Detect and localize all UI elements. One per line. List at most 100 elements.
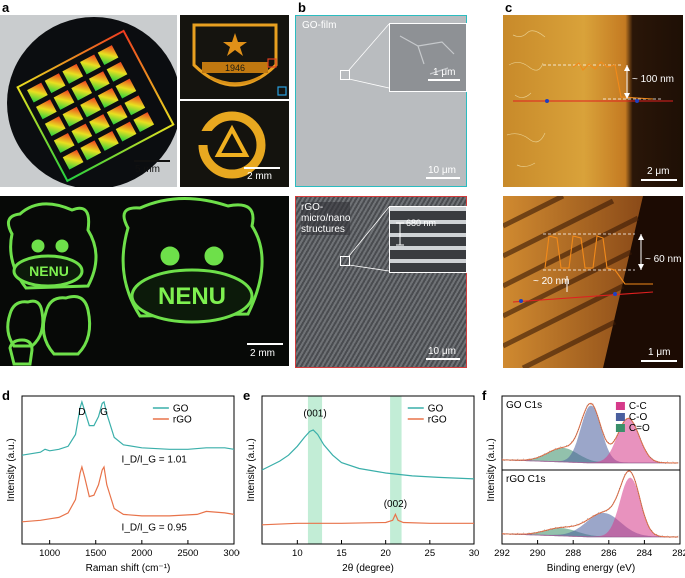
logo-year: 1946	[225, 63, 245, 73]
xrd-x-tick-label: 10	[292, 548, 303, 559]
xps-raw-data	[501, 469, 679, 538]
wafer-scale-label: 5 mm	[135, 164, 160, 175]
xrd-legend-label: GO	[428, 404, 444, 415]
rgo-scale-label: 10 μm	[428, 346, 456, 357]
wafer-illustration	[7, 17, 177, 187]
raman-x-tick-label: 2500	[177, 548, 198, 559]
go-afm-height-label: ~ 100 nm	[632, 74, 674, 85]
rgo-structures-sem: rGO- micro/nano structures 680 nm 10 μm	[295, 196, 467, 368]
xrd-series-GO	[261, 429, 475, 480]
xps-legend-label: C-O	[629, 412, 648, 423]
xps-y-axis-label: Intensity (a.u.)	[486, 438, 497, 501]
xps-component-C-C	[501, 417, 679, 464]
xps-component-C-C	[501, 477, 679, 538]
nenu-scale-bar	[247, 343, 283, 345]
go-afm-profile	[506, 30, 673, 167]
xps-x-tick-label: 290	[530, 548, 546, 559]
raman-x-tick-label: 1000	[39, 548, 60, 559]
rgo-afm-height-label: ~ 60 nm	[645, 254, 682, 265]
raman-peak-label: D	[78, 407, 85, 418]
wafer-scale-bar	[134, 160, 170, 162]
go-afm-scale-bar	[641, 179, 677, 181]
xps-chart: 292 290 288 286 284 282 Binding energy (eV) Int…	[486, 395, 685, 574]
rgo-inset: 680 nm	[389, 206, 467, 273]
rgo-label-line-2: micro/nano	[301, 213, 351, 224]
logo-photo: 1946	[180, 15, 289, 99]
xps-x-tick-label: 292	[494, 548, 510, 559]
xps-x-axis-label: Binding energy (eV)	[547, 563, 635, 574]
rgo-label: rGO- micro/nano structures	[301, 202, 351, 235]
xrd-x-tick-label: 25	[425, 548, 436, 559]
rgo-label-line-1: rGO-	[301, 202, 324, 213]
raman-y-axis-label: Intensity (a.u.)	[6, 438, 17, 501]
panel-label-c: c	[505, 0, 513, 15]
xrd-highlight-band	[307, 396, 323, 544]
go-inset-scale-bar	[428, 79, 460, 81]
wafer-photo: 5 mm	[0, 15, 177, 187]
raman-plot-frame	[21, 395, 235, 545]
rgo-label-line-3: structures	[301, 224, 345, 235]
logo-scale-label: 2 mm	[247, 171, 272, 182]
xps-subplot-label: GO C1s	[506, 400, 542, 411]
go-film-sem: GO-film 1 μm 10 μm	[295, 15, 467, 187]
raman-peak-label: G	[100, 407, 108, 418]
xrd-y-axis-label: Intensity (a.u.)	[246, 438, 257, 501]
nenu-scale-label: 2 mm	[250, 348, 275, 359]
logo-detail-illustration	[194, 111, 266, 179]
xps-x-tick-label: 286	[601, 548, 617, 559]
go-film-label: GO-film	[302, 20, 337, 31]
rgo-zoom-lines	[348, 206, 390, 272]
xrd-x-tick-label: 15	[336, 548, 347, 559]
xrd-x-axis-label: 2θ (degree)	[342, 563, 394, 574]
go-afm-scale-label: 2 μm	[647, 166, 670, 177]
xrd-legend-label: rGO	[428, 415, 447, 426]
go-inset: 1 μm	[389, 23, 467, 92]
rgo-zoom-box	[340, 256, 350, 266]
go-zoom-box	[340, 70, 350, 80]
go-afm: ~ 100 nm 2 μm	[503, 15, 683, 187]
xrd-series-rGO	[261, 512, 474, 526]
nenu-illustration: NENU NENU	[6, 197, 264, 366]
rgo-scale-bar	[426, 358, 460, 360]
logo-detail-photo: 2 mm	[180, 101, 289, 187]
xrd-x-tick-label: 20	[380, 548, 391, 559]
xps-legend-label: C-C	[629, 401, 647, 412]
raman-legend-label: rGO	[173, 415, 192, 426]
xrd-x-tick-label: 30	[469, 548, 480, 559]
raman-x-tick-label: 1500	[85, 548, 106, 559]
rgo-afm-scale-label: 1 μm	[648, 347, 671, 358]
raman-x-axis-label: Raman shift (cm⁻¹)	[86, 563, 171, 574]
rgo-afm-scale-bar	[641, 360, 677, 362]
raman-ratio-rgo: I_D/I_G = 0.95	[122, 523, 188, 534]
xps-legend-swatch	[615, 402, 625, 410]
xrd-chart: 10 15 20 25 30 2θ (degree) Intensity (a.u.) (00…	[246, 395, 480, 574]
nenu-label-large: NENU	[158, 283, 226, 310]
go-inset-wrinkles	[399, 35, 455, 75]
device-grid	[16, 29, 175, 183]
nenu-photo: NENU NENU 2 mm	[0, 196, 289, 366]
xps-legend-label: C=O	[629, 423, 650, 434]
xps-raw-data	[501, 403, 679, 464]
xps-x-tick-label: 284	[636, 548, 652, 559]
logo-scale-bar	[244, 167, 280, 169]
xps-subplot-label: rGO C1s	[506, 474, 545, 485]
raman-legend-label: GO	[173, 404, 189, 415]
panel-label-f: f	[482, 388, 487, 403]
rgo-inset-measure-label: 680 nm	[406, 218, 437, 228]
panel-label-d: d	[2, 388, 10, 403]
xps-envelope	[501, 402, 679, 464]
rgo-afm-profile	[503, 196, 654, 368]
nenu-label-small: NENU	[29, 263, 69, 279]
panel-label-a: a	[2, 0, 10, 15]
go-inset-scale-label: 1 μm	[433, 67, 456, 78]
raman-ratio-go: I_D/I_G = 1.01	[122, 455, 188, 466]
xps-x-tick-label: 282	[672, 548, 685, 559]
raman-x-tick-label: 3000	[223, 548, 240, 559]
rgo-afm: ~ 60 nm ~ 20 nm 1 μm	[503, 196, 683, 368]
raman-series-rGO	[21, 464, 235, 523]
rgo-inset-measure	[396, 222, 404, 246]
raman-chart: 1000 1500 2000 2500 3000 Raman shift (cm⁻¹) In…	[6, 395, 240, 574]
xrd-peak-002: (002)	[384, 499, 407, 510]
xps-x-tick-label: 288	[565, 548, 581, 559]
raman-series-GO	[21, 399, 235, 456]
